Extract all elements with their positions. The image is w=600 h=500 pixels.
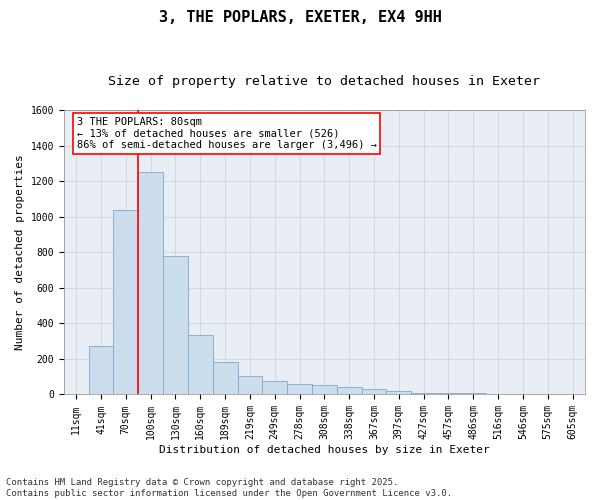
X-axis label: Distribution of detached houses by size in Exeter: Distribution of detached houses by size … — [159, 445, 490, 455]
Title: Size of property relative to detached houses in Exeter: Size of property relative to detached ho… — [109, 75, 541, 88]
Bar — [436, 393, 461, 394]
Bar — [386, 391, 411, 394]
Bar — [411, 392, 436, 394]
Bar — [163, 256, 188, 394]
Bar — [337, 388, 362, 394]
Bar — [287, 384, 312, 394]
Y-axis label: Number of detached properties: Number of detached properties — [15, 154, 25, 350]
Text: 3 THE POPLARS: 80sqm
← 13% of detached houses are smaller (526)
86% of semi-deta: 3 THE POPLARS: 80sqm ← 13% of detached h… — [77, 117, 377, 150]
Bar — [113, 210, 138, 394]
Text: Contains HM Land Registry data © Crown copyright and database right 2025.
Contai: Contains HM Land Registry data © Crown c… — [6, 478, 452, 498]
Text: 3, THE POPLARS, EXETER, EX4 9HH: 3, THE POPLARS, EXETER, EX4 9HH — [158, 10, 442, 25]
Bar — [362, 389, 386, 394]
Bar — [312, 384, 337, 394]
Bar — [212, 362, 238, 394]
Bar — [188, 335, 212, 394]
Bar — [89, 346, 113, 395]
Bar — [262, 381, 287, 394]
Bar — [138, 172, 163, 394]
Bar — [238, 376, 262, 394]
